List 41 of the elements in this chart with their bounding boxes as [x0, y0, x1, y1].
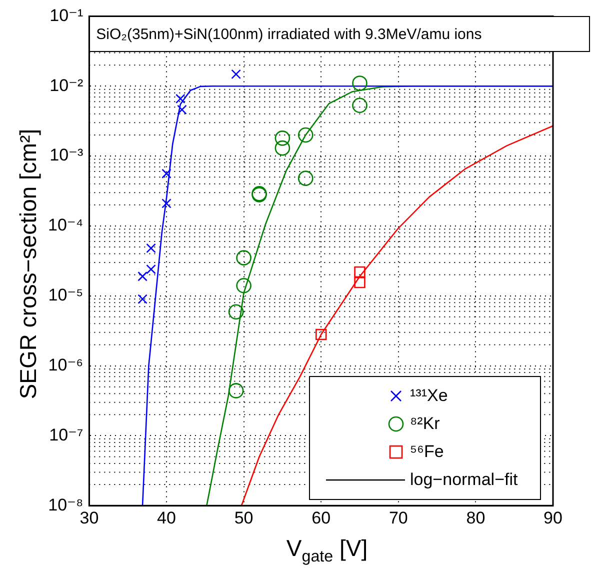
point	[298, 127, 314, 143]
y-tick-label: 10⁻⁵	[48, 286, 84, 305]
y-tick-label: 10⁻⁷	[49, 425, 84, 444]
point	[138, 271, 148, 282]
point	[138, 294, 148, 304]
point	[315, 328, 327, 340]
point	[352, 98, 368, 114]
point	[228, 304, 244, 320]
point	[354, 276, 366, 288]
y-tick-label: 10⁻⁴	[48, 216, 84, 235]
x-tick-label: 70	[388, 508, 408, 528]
point	[274, 130, 290, 146]
point	[146, 264, 156, 274]
point	[236, 278, 252, 294]
y-tick-label: 10⁻¹	[50, 6, 84, 25]
y-tick-label: 10⁻³	[50, 146, 84, 165]
caption-box: SiO₂(35nm)+SiN(100nm) irradiated with 9.3MeV/amu ions	[89, 16, 590, 52]
legend-label: ⁸²Kr	[410, 414, 440, 434]
y-tick-label: 10⁻⁶	[48, 355, 84, 374]
x-tick-label: 60	[312, 508, 331, 528]
y-tick-label: 10⁻²	[50, 76, 84, 95]
legend-label: ⁵⁶Fe	[410, 442, 444, 462]
point	[352, 76, 368, 91]
x-axis-title: V$_{gate}$ [V]	[285, 535, 369, 567]
x-tick-label: 40	[157, 508, 176, 528]
point	[146, 243, 156, 254]
point	[162, 198, 172, 208]
y-axis-title: SEGR cross−section [cm²]	[14, 128, 42, 402]
x-tick-label: 50	[234, 508, 254, 528]
point	[228, 383, 244, 398]
point	[274, 140, 290, 156]
legend-label: ¹³¹Xe	[410, 386, 448, 406]
point	[354, 266, 366, 278]
point	[162, 168, 172, 179]
legend-label: log−normal−fit	[410, 470, 518, 490]
x-tick-label: 30	[80, 508, 99, 528]
point	[298, 170, 314, 186]
point	[236, 250, 252, 266]
x-tick-label: 90	[544, 508, 562, 528]
x-tick-label: 80	[466, 508, 486, 528]
point	[231, 69, 241, 80]
